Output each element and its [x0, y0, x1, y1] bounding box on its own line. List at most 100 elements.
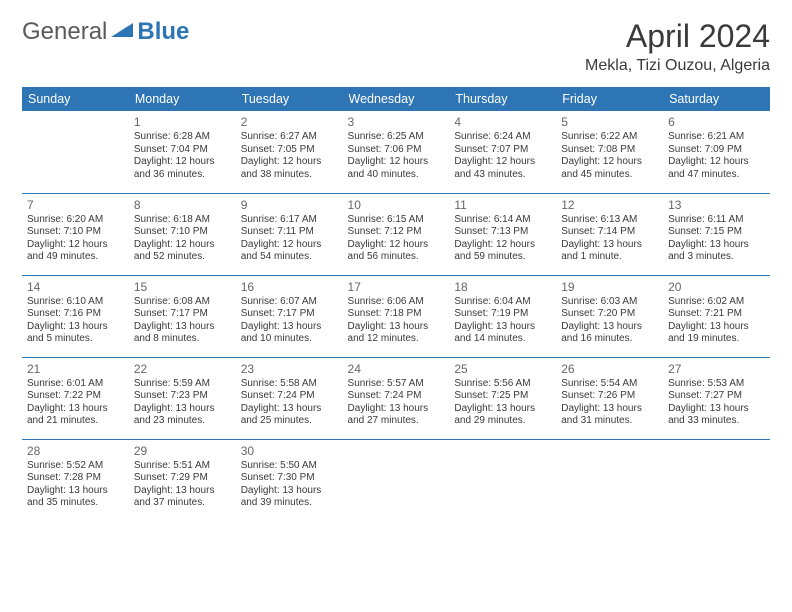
calendar-cell — [556, 439, 663, 521]
calendar-cell: 2Sunrise: 6:27 AMSunset: 7:05 PMDaylight… — [236, 111, 343, 193]
sunset-text: Sunset: 7:16 PM — [27, 308, 124, 321]
calendar-cell: 13Sunrise: 6:11 AMSunset: 7:15 PMDayligh… — [663, 193, 770, 275]
daylight-text: Daylight: 12 hours and 56 minutes. — [348, 239, 445, 264]
day-number: 6 — [668, 115, 765, 130]
daylight-text: Daylight: 12 hours and 54 minutes. — [241, 239, 338, 264]
calendar-row: 28Sunrise: 5:52 AMSunset: 7:28 PMDayligh… — [22, 439, 770, 521]
daylight-text: Daylight: 13 hours and 3 minutes. — [668, 239, 765, 264]
sunrise-text: Sunrise: 6:22 AM — [561, 131, 658, 144]
header: General Blue April 2024 Mekla, Tizi Ouzo… — [22, 18, 770, 75]
sunrise-text: Sunrise: 5:52 AM — [27, 460, 124, 473]
calendar-cell: 8Sunrise: 6:18 AMSunset: 7:10 PMDaylight… — [129, 193, 236, 275]
sunset-text: Sunset: 7:19 PM — [454, 308, 551, 321]
calendar-row: 7Sunrise: 6:20 AMSunset: 7:10 PMDaylight… — [22, 193, 770, 275]
sunset-text: Sunset: 7:05 PM — [241, 144, 338, 157]
weekday-header: Wednesday — [343, 87, 450, 111]
calendar-row: 21Sunrise: 6:01 AMSunset: 7:22 PMDayligh… — [22, 357, 770, 439]
day-number: 12 — [561, 198, 658, 213]
title-block: April 2024 Mekla, Tizi Ouzou, Algeria — [585, 18, 770, 75]
calendar-cell — [22, 111, 129, 193]
day-number: 25 — [454, 362, 551, 377]
calendar-cell: 25Sunrise: 5:56 AMSunset: 7:25 PMDayligh… — [449, 357, 556, 439]
daylight-text: Daylight: 13 hours and 8 minutes. — [134, 321, 231, 346]
daylight-text: Daylight: 13 hours and 23 minutes. — [134, 403, 231, 428]
sunrise-text: Sunrise: 6:01 AM — [27, 378, 124, 391]
sunrise-text: Sunrise: 6:11 AM — [668, 214, 765, 227]
sunrise-text: Sunrise: 5:53 AM — [668, 378, 765, 391]
calendar-cell: 15Sunrise: 6:08 AMSunset: 7:17 PMDayligh… — [129, 275, 236, 357]
sunset-text: Sunset: 7:17 PM — [134, 308, 231, 321]
sunrise-text: Sunrise: 5:51 AM — [134, 460, 231, 473]
day-number: 20 — [668, 280, 765, 295]
daylight-text: Daylight: 13 hours and 31 minutes. — [561, 403, 658, 428]
calendar-cell: 29Sunrise: 5:51 AMSunset: 7:29 PMDayligh… — [129, 439, 236, 521]
day-number: 14 — [27, 280, 124, 295]
weekday-header: Tuesday — [236, 87, 343, 111]
calendar-cell: 23Sunrise: 5:58 AMSunset: 7:24 PMDayligh… — [236, 357, 343, 439]
daylight-text: Daylight: 13 hours and 1 minute. — [561, 239, 658, 264]
sunrise-text: Sunrise: 6:13 AM — [561, 214, 658, 227]
daylight-text: Daylight: 13 hours and 35 minutes. — [27, 485, 124, 510]
calendar-cell: 14Sunrise: 6:10 AMSunset: 7:16 PMDayligh… — [22, 275, 129, 357]
weekday-header: Sunday — [22, 87, 129, 111]
month-title: April 2024 — [585, 18, 770, 55]
sunset-text: Sunset: 7:06 PM — [348, 144, 445, 157]
weekday-header: Monday — [129, 87, 236, 111]
sunset-text: Sunset: 7:12 PM — [348, 226, 445, 239]
calendar-cell — [663, 439, 770, 521]
calendar-row: 1Sunrise: 6:28 AMSunset: 7:04 PMDaylight… — [22, 111, 770, 193]
daylight-text: Daylight: 12 hours and 59 minutes. — [454, 239, 551, 264]
sunset-text: Sunset: 7:30 PM — [241, 472, 338, 485]
calendar-header-row: Sunday Monday Tuesday Wednesday Thursday… — [22, 87, 770, 111]
day-number: 27 — [668, 362, 765, 377]
calendar-cell: 26Sunrise: 5:54 AMSunset: 7:26 PMDayligh… — [556, 357, 663, 439]
daylight-text: Daylight: 13 hours and 39 minutes. — [241, 485, 338, 510]
sunset-text: Sunset: 7:10 PM — [27, 226, 124, 239]
day-number: 26 — [561, 362, 658, 377]
daylight-text: Daylight: 12 hours and 40 minutes. — [348, 156, 445, 181]
location: Mekla, Tizi Ouzou, Algeria — [585, 57, 770, 75]
sunrise-text: Sunrise: 6:28 AM — [134, 131, 231, 144]
day-number: 15 — [134, 280, 231, 295]
logo: General Blue — [22, 18, 189, 46]
sunset-text: Sunset: 7:21 PM — [668, 308, 765, 321]
sunrise-text: Sunrise: 6:24 AM — [454, 131, 551, 144]
calendar-cell: 10Sunrise: 6:15 AMSunset: 7:12 PMDayligh… — [343, 193, 450, 275]
calendar-cell: 1Sunrise: 6:28 AMSunset: 7:04 PMDaylight… — [129, 111, 236, 193]
calendar-cell: 6Sunrise: 6:21 AMSunset: 7:09 PMDaylight… — [663, 111, 770, 193]
calendar-cell — [343, 439, 450, 521]
day-number: 10 — [348, 198, 445, 213]
sunset-text: Sunset: 7:20 PM — [561, 308, 658, 321]
day-number: 29 — [134, 444, 231, 459]
calendar-cell: 5Sunrise: 6:22 AMSunset: 7:08 PMDaylight… — [556, 111, 663, 193]
logo-triangle-icon — [111, 18, 133, 46]
logo-text-general: General — [22, 18, 107, 46]
sunset-text: Sunset: 7:10 PM — [134, 226, 231, 239]
sunrise-text: Sunrise: 5:54 AM — [561, 378, 658, 391]
calendar-cell: 20Sunrise: 6:02 AMSunset: 7:21 PMDayligh… — [663, 275, 770, 357]
sunrise-text: Sunrise: 6:10 AM — [27, 296, 124, 309]
day-number: 21 — [27, 362, 124, 377]
sunset-text: Sunset: 7:24 PM — [348, 390, 445, 403]
daylight-text: Daylight: 12 hours and 38 minutes. — [241, 156, 338, 181]
sunset-text: Sunset: 7:17 PM — [241, 308, 338, 321]
sunrise-text: Sunrise: 6:21 AM — [668, 131, 765, 144]
sunrise-text: Sunrise: 6:20 AM — [27, 214, 124, 227]
sunset-text: Sunset: 7:08 PM — [561, 144, 658, 157]
day-number: 17 — [348, 280, 445, 295]
daylight-text: Daylight: 13 hours and 37 minutes. — [134, 485, 231, 510]
sunset-text: Sunset: 7:13 PM — [454, 226, 551, 239]
daylight-text: Daylight: 12 hours and 49 minutes. — [27, 239, 124, 264]
sunrise-text: Sunrise: 6:08 AM — [134, 296, 231, 309]
day-number: 16 — [241, 280, 338, 295]
daylight-text: Daylight: 13 hours and 16 minutes. — [561, 321, 658, 346]
daylight-text: Daylight: 12 hours and 47 minutes. — [668, 156, 765, 181]
sunset-text: Sunset: 7:24 PM — [241, 390, 338, 403]
sunrise-text: Sunrise: 6:18 AM — [134, 214, 231, 227]
sunrise-text: Sunrise: 6:25 AM — [348, 131, 445, 144]
day-number: 23 — [241, 362, 338, 377]
daylight-text: Daylight: 13 hours and 5 minutes. — [27, 321, 124, 346]
daylight-text: Daylight: 12 hours and 52 minutes. — [134, 239, 231, 264]
calendar-cell: 28Sunrise: 5:52 AMSunset: 7:28 PMDayligh… — [22, 439, 129, 521]
sunrise-text: Sunrise: 5:50 AM — [241, 460, 338, 473]
